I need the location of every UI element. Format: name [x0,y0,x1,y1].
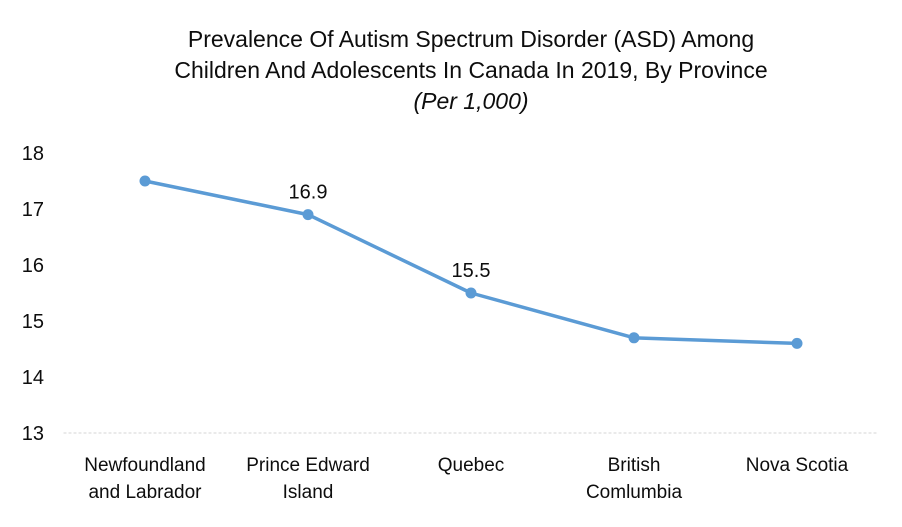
data-point-marker [465,287,477,299]
y-axis-tick-label: 17 [22,199,44,221]
data-point-marker [628,332,640,344]
x-axis-category-label: British Comlumbia [585,455,683,503]
y-axis-tick-label: 16 [22,255,44,277]
x-axis-category-label: Nova Scotia [745,455,849,476]
data-point-marker [139,175,151,187]
y-axis-tick-label: 18 [22,143,44,165]
x-axis-category-label: Newfoundland and Labrador [84,455,206,503]
chart-title-line2: Children And Adolescents In Canada In 20… [174,57,768,83]
data-point-marker [791,337,803,349]
x-axis-category-label: Prince Edward Island [246,455,370,503]
data-point-label: 15.5 [452,260,491,282]
y-axis-tick-label: 15 [22,311,44,333]
data-point-marker [302,209,314,221]
data-point-label: 16.9 [289,182,328,204]
x-axis-category-label: Quebec [437,455,505,476]
chart-title-line1: Prevalence Of Autism Spectrum Disorder (… [187,26,755,52]
chart-subtitle: (Per 1,000) [413,88,529,114]
chart-title: Prevalence Of Autism Spectrum Disorder (… [40,24,902,117]
y-axis-tick-label: 13 [22,423,44,445]
y-axis-tick-label: 14 [22,367,44,389]
